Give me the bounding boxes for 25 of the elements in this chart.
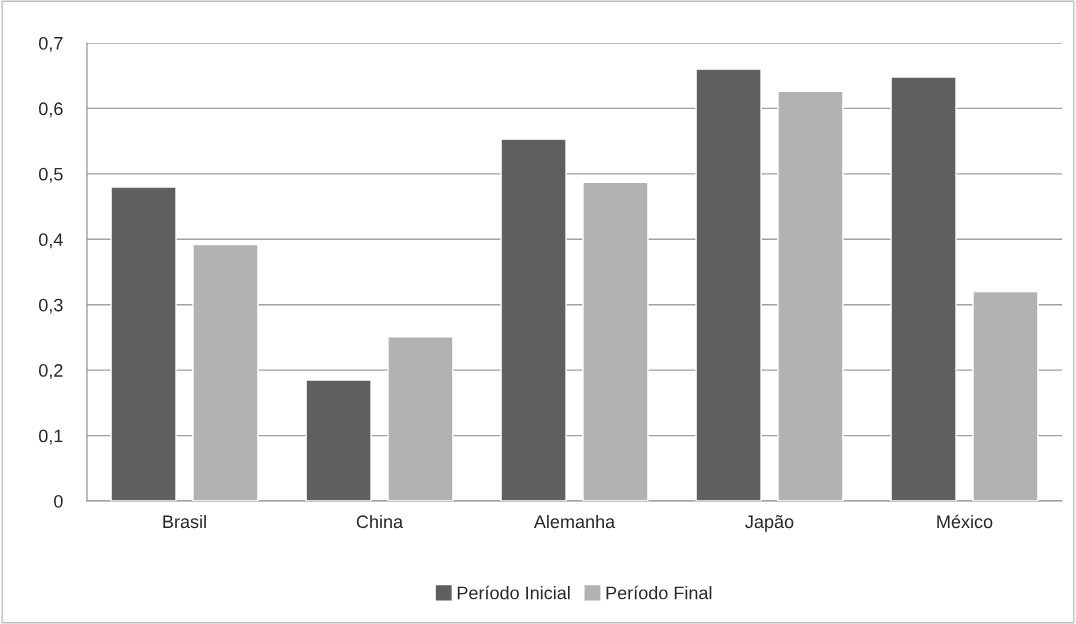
- x-tick-label: Japão: [745, 515, 794, 532]
- bar: [110, 186, 177, 501]
- bar: [387, 336, 454, 501]
- bar: [305, 379, 372, 501]
- y-tick-label: 0,6: [39, 102, 63, 118]
- x-tick-label: China: [356, 514, 404, 529]
- bar: [777, 90, 844, 501]
- y-tick-label: 0: [54, 494, 63, 508]
- bar: [972, 290, 1039, 501]
- x-tick-label: México: [937, 514, 993, 529]
- bar: [500, 138, 567, 501]
- y-tick-label: 0,4: [39, 233, 63, 249]
- y-tick-label: 0,3: [39, 298, 63, 314]
- y-tick-label: 0,5: [39, 167, 63, 183]
- y-tick-label: 0,2: [39, 364, 63, 379]
- bar: [192, 243, 259, 501]
- bar: [890, 76, 957, 501]
- bar: [695, 68, 762, 501]
- legend-label: Período Final: [606, 585, 712, 600]
- y-tick-label: 0,1: [39, 429, 63, 445]
- x-tick-label: Brasil: [163, 514, 206, 529]
- y-tick-label: 0,7: [39, 36, 63, 52]
- x-tick-label: Alemanha: [533, 514, 616, 529]
- legend-label: Período Inicial: [457, 585, 570, 600]
- bar: [582, 181, 649, 501]
